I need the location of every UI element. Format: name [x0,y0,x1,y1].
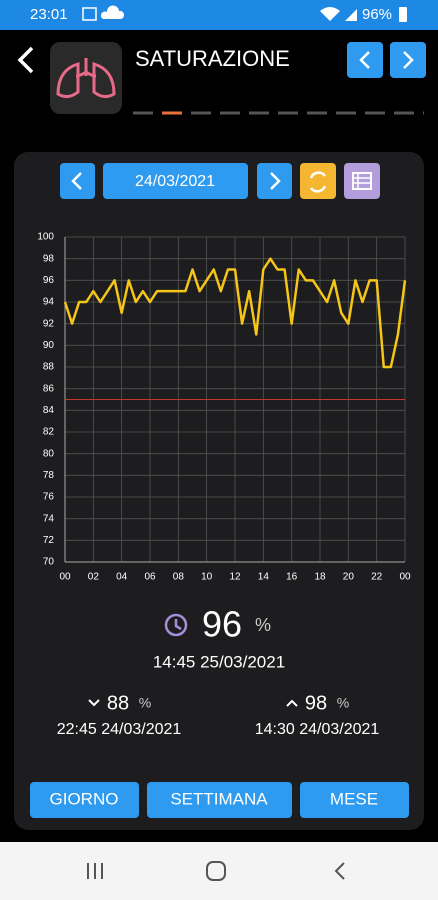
next-icon [403,51,414,69]
history-icon [164,613,188,637]
week-button[interactable] [147,782,292,818]
y-tick-label: 86 [43,383,55,394]
x-tick-label: 12 [229,572,241,583]
history-icon [174,619,182,631]
chart: 70 72 74 76 78 80 82 84 86 88 90 92 94 96 98 100 00 02 04 0… [37,232,411,583]
reading-time: 14:45 25/03/2021 [153,652,285,671]
table-icon [353,173,371,189]
reading-value: 96 [202,604,242,645]
home-button[interactable] [206,861,226,881]
y-tick-label: 90 [43,340,55,351]
max-icon [286,699,298,707]
x-tick-label: 02 [88,572,100,583]
table-button[interactable] [344,163,380,199]
x-tick-label: 10 [201,572,213,583]
y-tick-label: 94 [43,297,55,308]
x-tick-label: 18 [314,572,326,583]
y-tick-label: 78 [43,470,55,481]
y-tick-label: 74 [43,513,55,524]
date-button[interactable] [103,163,248,199]
status-battery: 96% [362,6,392,23]
status-icon [82,7,97,21]
date-next-button[interactable] [257,163,292,199]
min-unit: % [139,695,151,711]
status-time: 23:01 [30,6,68,23]
x-tick-label: 08 [173,572,185,583]
max-value: 98 [305,692,327,714]
date-label: 24/03/2021 [135,173,215,190]
y-tick-label: 80 [43,448,55,459]
nav-back-button[interactable] [334,862,345,880]
y-tick-label: 70 [43,557,55,568]
date-next-icon [270,172,281,190]
lungs-icon [56,58,116,99]
x-tick-label: 00 [399,572,411,583]
prev-button[interactable] [347,42,383,78]
date-prev-button[interactable] [60,163,95,199]
y-tick-label: 88 [43,362,55,373]
y-tick-label: 82 [43,427,55,438]
refresh-button[interactable] [300,163,336,199]
y-tick-label: 76 [43,492,55,503]
y-tick-label: 100 [37,232,54,243]
reading-unit: % [255,615,271,635]
x-tick-label: 00 [59,572,71,583]
x-tick-label: 16 [286,572,298,583]
x-tick-label: 14 [258,572,270,583]
header-title: SATURAZIONE [135,46,290,71]
prev-icon [359,51,370,69]
y-tick-label: 72 [43,535,55,546]
day-button[interactable] [30,782,139,818]
min-icon [88,699,100,707]
data-line [63,257,407,369]
next-button[interactable] [390,42,426,78]
card [14,152,424,830]
button-label: MESE [330,789,378,808]
button-label: SETTIMANA [170,789,268,808]
y-tick-label: 96 [43,275,55,286]
table-icon [352,172,372,190]
nav-bar [0,842,438,900]
y-tick-label: 84 [43,405,55,416]
battery-icon [399,7,407,22]
back-button[interactable] [17,46,34,74]
x-tick-label: 20 [343,572,355,583]
min-time: 22:45 24/03/2021 [57,721,182,738]
max-time: 14:30 24/03/2021 [255,721,380,738]
refresh-icon [309,171,327,193]
month-button[interactable] [300,782,409,818]
status-icon [100,5,125,19]
button-label: GIORNO [50,789,119,808]
status-bar [0,0,438,30]
x-tick-label: 06 [144,572,156,583]
x-tick-label: 22 [371,572,383,583]
min-value: 88 [107,692,129,714]
y-tick-label: 92 [43,318,55,329]
x-tick-label: 04 [116,572,128,583]
max-unit: % [337,695,349,711]
recent-apps-button[interactable] [87,863,103,879]
date-prev-icon [71,172,82,190]
signal-icon [345,9,357,21]
wifi-icon [320,7,340,21]
y-tick-label: 98 [43,253,55,264]
